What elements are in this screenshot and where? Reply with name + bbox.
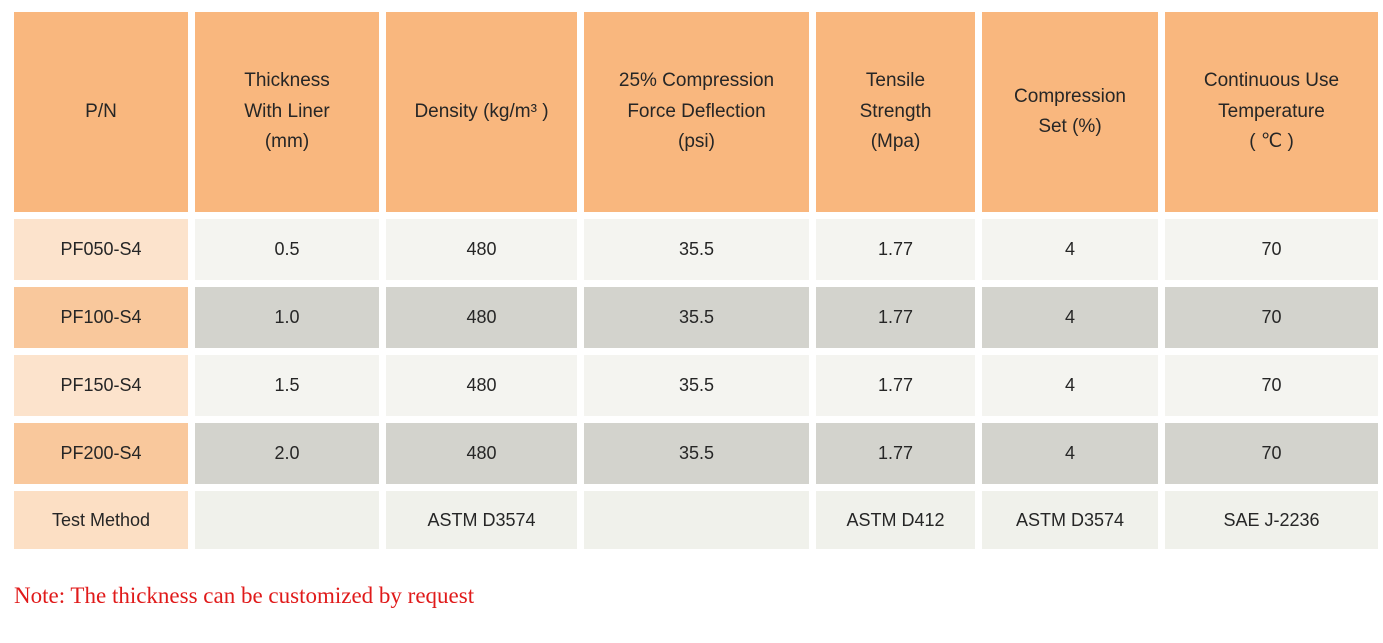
table-row: Test Method ASTM D3574 ASTM D412 ASTM D3574… <box>14 491 1378 549</box>
value-cell: ASTM D3574 <box>386 491 577 549</box>
table-row: PF200-S4 2.0 480 35.5 1.77 4 70 <box>14 423 1378 484</box>
part-number-cell: Test Method <box>14 491 188 549</box>
value-cell: 4 <box>982 287 1158 348</box>
value-cell: 70 <box>1165 355 1378 416</box>
value-cell <box>195 491 379 549</box>
value-cell: 35.5 <box>584 219 809 280</box>
value-cell: 4 <box>982 423 1158 484</box>
value-cell: 4 <box>982 219 1158 280</box>
value-cell: 70 <box>1165 287 1378 348</box>
value-cell: 1.0 <box>195 287 379 348</box>
table-row: PF150-S4 1.5 480 35.5 1.77 4 70 <box>14 355 1378 416</box>
value-cell: 70 <box>1165 219 1378 280</box>
value-cell: 1.77 <box>816 423 975 484</box>
value-cell: 0.5 <box>195 219 379 280</box>
value-cell: 35.5 <box>584 423 809 484</box>
table-header: P/N Thickness With Liner (mm) Density (kg/… <box>14 12 1378 212</box>
column-header: Tensile Strength (Mpa) <box>816 12 975 212</box>
column-header: 25% Compression Force Deflection (psi) <box>584 12 809 212</box>
value-cell: 480 <box>386 423 577 484</box>
value-cell: 35.5 <box>584 355 809 416</box>
value-cell: 1.5 <box>195 355 379 416</box>
table-row: PF100-S4 1.0 480 35.5 1.77 4 70 <box>14 287 1378 348</box>
value-cell: ASTM D3574 <box>982 491 1158 549</box>
part-number-cell: PF050-S4 <box>14 219 188 280</box>
table-body: PF050-S4 0.5 480 35.5 1.77 4 70 PF100-S4 1.0 480 3… <box>14 219 1378 549</box>
note-text: Note: The thickness can be customized by… <box>14 583 475 608</box>
column-header: Compression Set (%) <box>982 12 1158 212</box>
value-cell: 1.77 <box>816 219 975 280</box>
part-number-cell: PF150-S4 <box>14 355 188 416</box>
value-cell: 480 <box>386 355 577 416</box>
spec-table: P/N Thickness With Liner (mm) Density (kg/… <box>7 5 1383 556</box>
value-cell: 70 <box>1165 423 1378 484</box>
column-header: Density (kg/m³ ) <box>386 12 577 212</box>
value-cell <box>584 491 809 549</box>
value-cell: 4 <box>982 355 1158 416</box>
header-row: P/N Thickness With Liner (mm) Density (kg/… <box>14 12 1378 212</box>
part-number-cell: PF200-S4 <box>14 423 188 484</box>
table-row: PF050-S4 0.5 480 35.5 1.77 4 70 <box>14 219 1378 280</box>
value-cell: ASTM D412 <box>816 491 975 549</box>
value-cell: 480 <box>386 219 577 280</box>
value-cell: 1.77 <box>816 355 975 416</box>
column-header: P/N <box>14 12 188 212</box>
column-header: Continuous Use Temperature ( ℃ ) <box>1165 12 1378 212</box>
value-cell: 1.77 <box>816 287 975 348</box>
part-number-cell: PF100-S4 <box>14 287 188 348</box>
value-cell: 2.0 <box>195 423 379 484</box>
value-cell: SAE J-2236 <box>1165 491 1378 549</box>
value-cell: 480 <box>386 287 577 348</box>
column-header: Thickness With Liner (mm) <box>195 12 379 212</box>
value-cell: 35.5 <box>584 287 809 348</box>
